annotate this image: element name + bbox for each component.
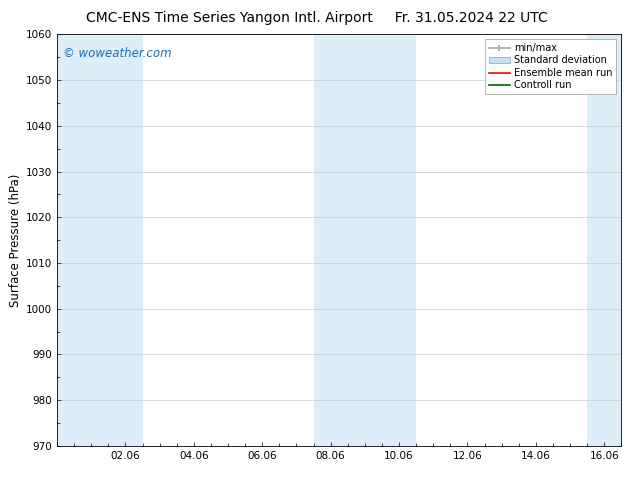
Text: CMC-ENS Time Series Yangon Intl. Airport     Fr. 31.05.2024 22 UTC: CMC-ENS Time Series Yangon Intl. Airport…: [86, 11, 548, 25]
Bar: [587, 34, 621, 446]
Legend: min/max, Standard deviation, Ensemble mean run, Controll run: min/max, Standard deviation, Ensemble me…: [485, 39, 616, 94]
Bar: [57, 34, 143, 446]
Text: © woweather.com: © woweather.com: [63, 47, 171, 60]
Y-axis label: Surface Pressure (hPa): Surface Pressure (hPa): [9, 173, 22, 307]
Bar: [314, 34, 416, 446]
